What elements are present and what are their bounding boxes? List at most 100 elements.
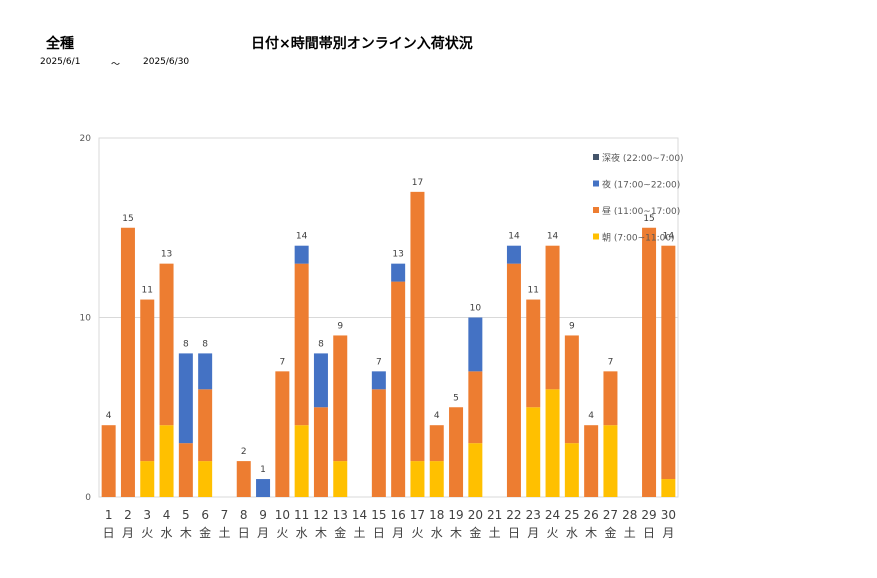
bar-segment [275, 371, 290, 497]
bar-segment [468, 443, 483, 497]
bar-segment [506, 263, 521, 497]
bar-segment [198, 461, 213, 497]
legend-label: 深夜 (22:00~7:00) [602, 152, 684, 164]
bar-segment [391, 263, 406, 282]
x-tick-weekday: 金 [199, 525, 211, 540]
x-tick-weekday: 木 [180, 526, 192, 540]
x-tick-day: 19 [448, 508, 463, 522]
bar-segment [159, 263, 174, 426]
x-tick-day: 9 [259, 508, 267, 522]
x-tick-day: 11 [294, 508, 309, 522]
bar-segment [236, 461, 251, 497]
data-label: 14 [296, 232, 308, 242]
bar-segment [603, 371, 618, 426]
y-tick-label: 10 [80, 314, 92, 324]
x-tick-day: 10 [275, 508, 290, 522]
bar-segment [333, 461, 348, 497]
legend-label: 夜 (17:00~22:00) [602, 179, 680, 191]
x-tick-weekday: 水 [161, 526, 173, 540]
x-tick-weekday: 月 [662, 526, 674, 540]
x-tick-weekday: 火 [411, 526, 423, 540]
bar-segment [410, 191, 425, 462]
data-label: 4 [106, 411, 112, 421]
bar-segment [429, 425, 444, 462]
x-tick-day: 6 [201, 508, 209, 522]
bar-segment [603, 425, 618, 497]
x-tick-day: 12 [313, 508, 328, 522]
data-label: 8 [318, 339, 324, 349]
bar-segment [294, 263, 309, 426]
x-tick-weekday: 水 [566, 526, 578, 540]
data-label: 7 [376, 357, 382, 367]
x-tick-weekday: 木 [450, 526, 462, 540]
data-label: 11 [528, 286, 539, 296]
x-tick-weekday: 日 [508, 526, 520, 540]
bar-segment [564, 443, 579, 497]
x-tick-day: 27 [603, 508, 618, 522]
bar-segment [198, 389, 213, 462]
x-tick-weekday: 月 [122, 526, 134, 540]
legend-swatch [593, 180, 599, 187]
x-tick-weekday: 火 [547, 526, 559, 540]
bar-segment [410, 461, 425, 497]
x-tick-day: 7 [221, 508, 229, 522]
bar-segment [468, 371, 483, 444]
bar-segment [140, 299, 155, 462]
x-tick-day: 29 [641, 508, 656, 522]
data-label: 9 [569, 321, 575, 331]
x-tick-day: 23 [526, 508, 541, 522]
data-label: 14 [547, 232, 559, 242]
x-tick-day: 14 [352, 508, 367, 522]
bar-segment [545, 389, 560, 497]
bar-segment [642, 227, 657, 497]
x-tick-weekday: 水 [431, 526, 443, 540]
x-tick-day: 8 [240, 508, 248, 522]
bar-segment [545, 245, 560, 390]
x-tick-day: 20 [468, 508, 483, 522]
x-tick-weekday: 金 [334, 525, 346, 540]
data-label: 17 [412, 178, 423, 188]
x-tick-day: 24 [545, 508, 560, 522]
data-label: 2 [241, 447, 247, 457]
bar-segment [256, 479, 271, 497]
x-tick-weekday: 金 [469, 525, 481, 540]
data-label: 11 [142, 286, 153, 296]
x-tick-weekday: 金 [604, 525, 616, 540]
data-label: 5 [453, 393, 459, 403]
data-label: 8 [183, 339, 189, 349]
x-tick-day: 2 [124, 508, 132, 522]
bar-segment [449, 407, 464, 497]
bar-segment [159, 425, 174, 497]
bar-segment [313, 353, 328, 408]
x-tick-weekday: 土 [354, 526, 366, 540]
x-tick-day: 13 [333, 508, 348, 522]
x-tick-weekday: 月 [392, 526, 404, 540]
x-tick-weekday: 木 [585, 526, 597, 540]
data-label: 1 [260, 465, 266, 475]
x-tick-day: 4 [163, 508, 171, 522]
bar-segment [120, 227, 135, 497]
bar-segment [661, 479, 676, 497]
x-tick-weekday: 月 [527, 526, 539, 540]
x-tick-weekday: 火 [141, 526, 153, 540]
bar-segment [294, 245, 309, 264]
date-to: 2025/6/30 [143, 57, 190, 67]
data-label: 14 [663, 232, 675, 242]
x-tick-day: 3 [143, 508, 151, 522]
date-separator: ～ [111, 60, 121, 70]
bar-segment [429, 461, 444, 497]
x-tick-weekday: 日 [643, 526, 655, 540]
data-label: 7 [608, 357, 614, 367]
legend-label: 昼 (11:00~17:00) [602, 206, 680, 217]
data-label: 14 [508, 232, 520, 242]
x-tick-day: 22 [506, 508, 521, 522]
category-title: 全種 [46, 36, 74, 52]
data-label: 7 [279, 357, 285, 367]
x-tick-weekday: 土 [489, 526, 501, 540]
x-tick-day: 21 [487, 508, 502, 522]
bar-segment [371, 371, 386, 390]
bar-segment [564, 335, 579, 444]
bar-segment [178, 443, 193, 497]
x-tick-weekday: 月 [257, 526, 269, 540]
